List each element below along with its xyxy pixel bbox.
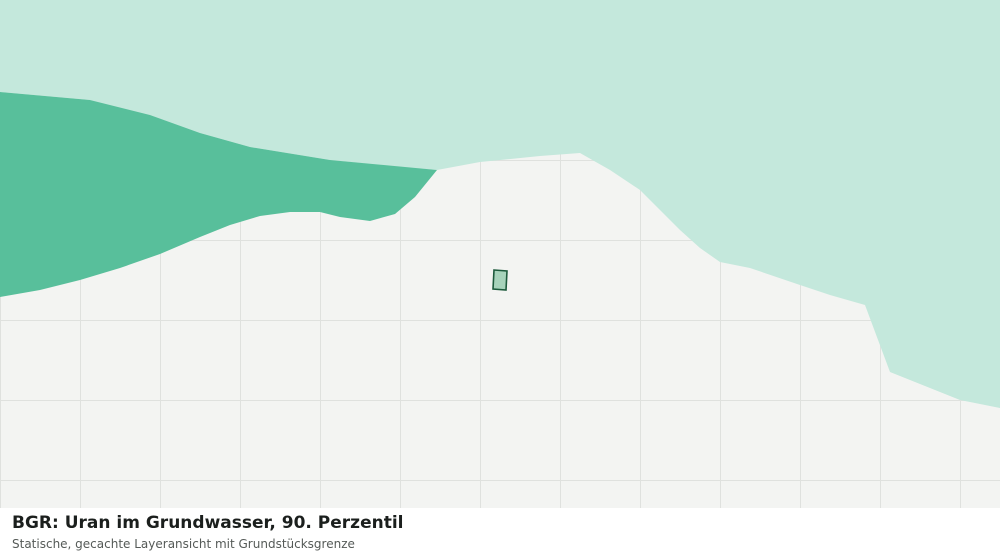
map-view: [0, 0, 1000, 508]
parcel-boundary: [492, 269, 508, 291]
zone-light: [0, 0, 1000, 408]
map-title: BGR: Uran im Grundwasser, 90. Perzentil: [12, 513, 404, 533]
caption: BGR: Uran im Grundwasser, 90. Perzentil …: [0, 508, 1000, 560]
zone-dark: [0, 92, 437, 297]
map-subtitle: Statische, gecachte Layeransicht mit Gru…: [12, 537, 355, 551]
